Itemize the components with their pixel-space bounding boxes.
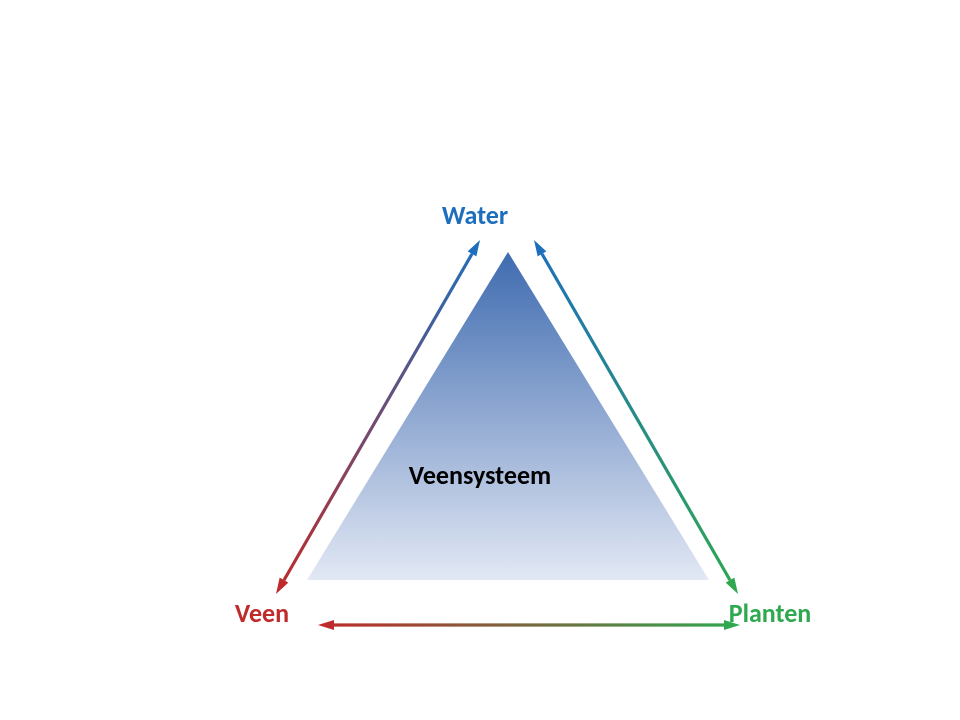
label-top: Water bbox=[442, 199, 508, 231]
label-left: Veen bbox=[235, 597, 289, 629]
arrow-right-side-head-1 bbox=[534, 240, 546, 256]
arrow-left-side-head-2 bbox=[468, 240, 480, 256]
arrow-right-side-head-2 bbox=[726, 578, 738, 594]
label-center: Veensysteem bbox=[409, 459, 551, 491]
label-right: Planten bbox=[729, 597, 812, 629]
arrow-bottom-head-1 bbox=[318, 620, 334, 630]
arrow-left-side-head-1 bbox=[276, 578, 288, 594]
triangle-fill bbox=[307, 252, 709, 580]
